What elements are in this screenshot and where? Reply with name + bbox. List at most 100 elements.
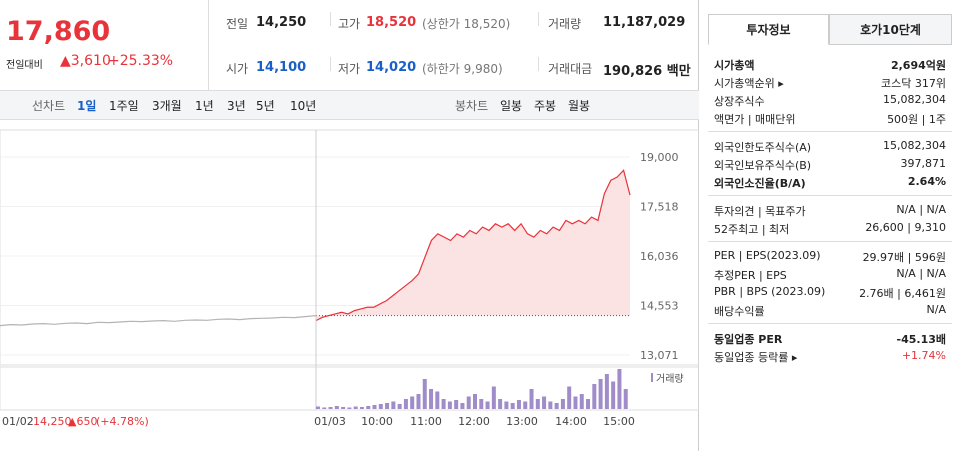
period-tabs: 선차트 1일 1주일 3개월 1년 3년 5년 10년 봉차트 일봉 주봉 월봉 [0, 90, 699, 120]
volume-bar [322, 407, 327, 409]
y-tick-label: 14,553 [640, 300, 679, 313]
volume-bar [328, 407, 333, 409]
volume-bar [479, 399, 484, 409]
volume-bar [598, 379, 603, 409]
candle-tab[interactable]: 월봉 [568, 99, 591, 113]
plot-frame [0, 129, 699, 366]
info-row: 배당수익률 N/A [714, 303, 946, 321]
volume-bar [611, 381, 616, 409]
legend-swatch [651, 373, 653, 382]
y-tick-label: 17,518 [640, 200, 679, 213]
price-line [0, 315, 317, 327]
volume-bar [454, 400, 459, 409]
x-tick-label: 10:00 [361, 415, 393, 428]
info-row: 시가총액 2,694억원 [714, 57, 946, 75]
stat-note: (상한가 18,520) [422, 17, 511, 31]
volume-bar [334, 406, 339, 409]
period-tab[interactable]: 1일 [77, 99, 97, 113]
period-tab[interactable]: 5년 [256, 99, 275, 113]
x-tick-label: 15:00 [603, 415, 635, 428]
volume-frame [0, 366, 699, 411]
volume-bar [504, 401, 509, 409]
divider [330, 57, 331, 71]
change-pct: +25.33% [108, 53, 174, 69]
info-value: 15,082,304 [883, 93, 946, 106]
side-tab[interactable]: 투자정보 [708, 14, 829, 45]
info-value: 코스닥 317위 [881, 77, 946, 90]
volume-bar [466, 396, 471, 409]
volume-bar [523, 401, 528, 409]
info-label: 시가총액 [714, 59, 755, 72]
info-label: PER | EPS(2023.09) [714, 249, 821, 262]
volume-bar [579, 394, 584, 409]
info-value: 2,694억원 [890, 59, 946, 72]
footer-pct: (+4.78%) [96, 415, 149, 428]
info-row: 52주최고 | 최저 26,600 | 9,310 [714, 221, 946, 239]
info-row: 외국인보유주식수(B) 397,871 [714, 157, 946, 175]
volume-bar [460, 403, 465, 409]
info-row: 동일업종 PER -45.13배 [714, 331, 946, 349]
price-line [315, 169, 631, 322]
volume-bar [516, 400, 521, 409]
y-tick-label: 13,071 [640, 349, 679, 362]
period-tab[interactable]: 1년 [195, 99, 214, 113]
info-value: 26,600 | 9,310 [865, 221, 946, 234]
divider [208, 0, 209, 90]
volume-bar [359, 407, 364, 409]
info-label: 액면가 | 매매단위 [714, 113, 796, 126]
group-divider [708, 241, 952, 242]
footer-date: 01/02 [2, 415, 34, 428]
info-value: +1.74% [901, 349, 946, 362]
x-tick-label: 11:00 [410, 415, 442, 428]
volume-bar [604, 374, 609, 409]
change: ▲3,610 [60, 53, 111, 69]
period-tab[interactable]: 1주일 [109, 99, 139, 113]
info-label: 배당수익률 [714, 305, 765, 318]
candle-tab[interactable]: 일봉 [500, 99, 523, 113]
volume-bar [617, 369, 622, 409]
volume-bar [366, 406, 371, 409]
info-row: 추정PER | EPS N/A | N/A [714, 267, 946, 285]
volume-bar [542, 396, 547, 409]
divider [538, 57, 539, 71]
volume-bar [410, 396, 415, 409]
stat-label: 거래대금 [548, 62, 593, 76]
volume-bar [397, 404, 402, 409]
stat-note: (하한가 9,980) [422, 62, 503, 76]
period-tab[interactable]: 3년 [227, 99, 246, 113]
volume-bar [403, 399, 408, 409]
divider [330, 12, 331, 26]
side-tab[interactable]: 호가10단계 [829, 14, 952, 45]
volume-bar [560, 399, 565, 409]
info-label: PBR | BPS (2023.09) [714, 285, 826, 298]
info-row: 투자의견 | 목표주가 N/A | N/A [714, 203, 946, 221]
volume-bar [341, 407, 346, 409]
y-tick-label: 19,000 [640, 151, 679, 164]
group-divider [708, 323, 952, 324]
period-tab[interactable]: 3개월 [152, 99, 182, 113]
info-value: 2.64% [907, 175, 946, 188]
volume-bar [372, 405, 377, 409]
volume-bar [548, 401, 553, 409]
volume-bar [554, 403, 559, 409]
period-tab[interactable]: 10년 [290, 99, 317, 113]
info-value: 397,871 [900, 157, 947, 170]
volume-bar [429, 389, 434, 409]
x-tick-label: 12:00 [458, 415, 490, 428]
volume-bar [385, 403, 390, 409]
volume-bar [441, 399, 446, 409]
footer-close: 14,250 [33, 415, 72, 428]
stat-label: 고가 [338, 17, 361, 31]
info-value: 500원 | 1주 [887, 113, 946, 126]
x-tick-label: 14:00 [555, 415, 587, 428]
info-label: 외국인한도주식수(A) [714, 141, 812, 154]
price: 17,860 [6, 16, 111, 47]
volume-bar [573, 396, 578, 409]
info-value: 15,082,304 [883, 139, 946, 152]
candle-tab[interactable]: 주봉 [534, 99, 557, 113]
info-label: 투자의견 | 목표주가 [714, 205, 806, 218]
y-tick-label: 16,036 [640, 250, 679, 263]
info-row: 액면가 | 매매단위 500원 | 1주 [714, 111, 946, 129]
info-row: 동일업종 등락률 ▸ +1.74% [714, 349, 946, 367]
volume-bar [435, 391, 440, 409]
